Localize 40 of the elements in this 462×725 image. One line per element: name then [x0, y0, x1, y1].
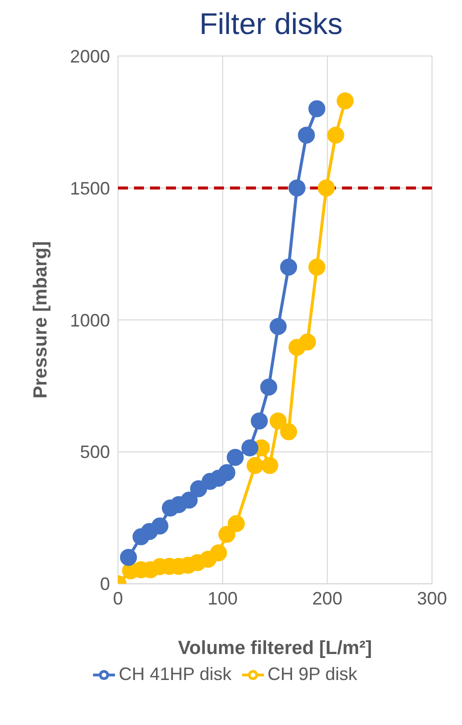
x-tick-label: 100: [208, 588, 238, 609]
point: [246, 457, 264, 474]
point: [261, 457, 278, 474]
point: [226, 448, 244, 466]
y-tick-label: 500: [80, 442, 110, 462]
point: [298, 126, 315, 144]
y-tick-label: 1000: [70, 310, 110, 330]
point: [180, 492, 198, 509]
y-tick-label: 2000: [70, 46, 110, 66]
point: [190, 480, 208, 498]
x-tick-label: 0: [112, 588, 124, 609]
point: [260, 378, 278, 396]
y-tick-label: 0: [100, 574, 110, 594]
x-tick-label: 300: [416, 588, 448, 609]
legend-label: CH 9P disk: [268, 664, 358, 684]
point: [228, 515, 245, 532]
x-axis-title: Volume filtered [L/m²]: [178, 638, 372, 659]
point: [270, 412, 287, 430]
point: [250, 412, 268, 430]
point: [298, 334, 316, 351]
point: [308, 258, 326, 276]
point: [151, 517, 168, 534]
y-tick-label: 1500: [70, 178, 110, 198]
point: [327, 126, 344, 144]
point: [241, 439, 258, 456]
point: [280, 258, 298, 276]
point: [280, 423, 298, 440]
point: [218, 464, 236, 482]
x-tick-label: 200: [312, 588, 342, 609]
point: [120, 548, 137, 566]
chart-title: Filter disks: [198, 8, 344, 42]
point: [308, 100, 326, 118]
point: [210, 544, 227, 562]
point: [270, 318, 287, 335]
legend-label: CH 41HP disk: [118, 664, 232, 684]
point: [336, 92, 354, 110]
point: [288, 179, 306, 196]
point: [218, 526, 236, 543]
point: [318, 179, 335, 196]
y-axis-title: Pressure [mbarg]: [30, 241, 52, 399]
